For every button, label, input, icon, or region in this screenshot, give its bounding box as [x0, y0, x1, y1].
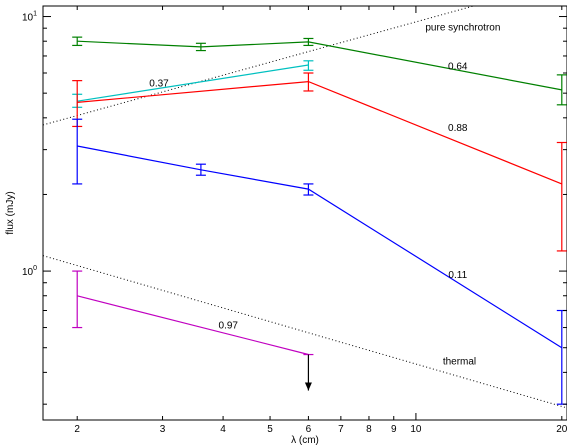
x-axis-label: λ (cm) [291, 435, 319, 446]
reference-line-1 [43, 255, 567, 409]
x-tick-label: 2 [74, 424, 80, 435]
y-tick-label: 101 [22, 11, 37, 24]
annotation-label: 0.97 [219, 320, 239, 331]
series-0 [72, 36, 567, 106]
series-line [77, 64, 309, 102]
x-tick-label: 6 [306, 424, 312, 435]
series-2 [72, 72, 567, 252]
plot-frame [42, 5, 567, 421]
x-tick-label: 10 [410, 424, 422, 435]
y-tick-label-base: 10 [22, 13, 34, 24]
upper-limit-arrow-head [304, 382, 312, 391]
y-axis-label: flux (mJy) [5, 191, 16, 234]
x-tick-label: 9 [391, 424, 397, 435]
series-4 [72, 270, 314, 391]
annotation-label: 0.64 [448, 61, 468, 72]
annotation-label: thermal [443, 356, 476, 367]
annotation-label: 0.88 [448, 123, 468, 134]
x-tick-label: 5 [267, 424, 273, 435]
y-tick-label: 100 [22, 265, 37, 278]
annotation-label: pure synchrotron [425, 23, 500, 34]
y-tick-label-exponent: 0 [33, 265, 37, 272]
x-tick-label: 8 [366, 424, 372, 435]
reference-line-0 [43, 6, 476, 126]
x-axis-ticks: 2 3 4 5 6 7 8 9 10 20 [74, 6, 567, 435]
series-layer [72, 36, 567, 405]
series-line [77, 145, 563, 349]
y-tick-label-exponent: 1 [33, 11, 37, 18]
x-tick-label: 3 [160, 424, 166, 435]
series-line [77, 40, 562, 91]
x-tick-label: 4 [220, 424, 226, 435]
x-tick-label: 7 [338, 424, 344, 435]
y-tick-label-base: 10 [22, 267, 34, 278]
annotation-label: 0.11 [448, 270, 467, 281]
annotation-label: 0.37 [149, 79, 169, 90]
series-line [77, 295, 309, 356]
annotations: pure synchrotron 0.37 0.64 0.88 0.11 0.97 ther… [149, 23, 500, 368]
series-line [77, 80, 563, 185]
series-3 [72, 118, 567, 405]
x-tick-label: 20 [556, 424, 567, 435]
